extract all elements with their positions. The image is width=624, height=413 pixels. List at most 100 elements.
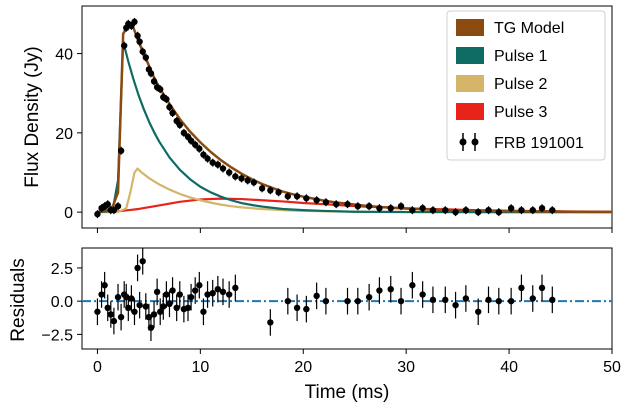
residual-point-22 bbox=[160, 293, 167, 320]
flux-point-40 bbox=[238, 174, 245, 183]
flux-point-12 bbox=[131, 17, 138, 26]
residuals-y-tick-label-2: 2.5 bbox=[51, 261, 73, 278]
residual-point-16 bbox=[142, 293, 150, 320]
residual-point-63 bbox=[529, 285, 536, 312]
flux-point-54 bbox=[365, 202, 373, 211]
residual-point-65 bbox=[549, 286, 556, 314]
legend-frame bbox=[446, 10, 606, 161]
residual-point-39 bbox=[232, 274, 239, 302]
legend-label-frb-191001: FRB 191001 bbox=[494, 135, 584, 152]
legend: TG Model Pulse 1 Pulse 2 Pulse 3 FRB 191… bbox=[446, 10, 606, 161]
residual-point-0 bbox=[94, 298, 101, 326]
residual-point-4 bbox=[107, 301, 115, 328]
flux-point-8 bbox=[120, 41, 128, 50]
residual-point-47 bbox=[354, 287, 362, 315]
residual-point-49 bbox=[376, 277, 383, 304]
x-tick-label-2: 20 bbox=[294, 359, 312, 376]
flux-point-24 bbox=[166, 103, 173, 112]
x-tick-label-4: 40 bbox=[500, 359, 518, 376]
residual-point-25 bbox=[169, 277, 176, 304]
residual-point-30 bbox=[187, 283, 195, 311]
residual-point-15 bbox=[139, 248, 146, 275]
flux-point-13 bbox=[134, 31, 141, 40]
flux-point-34 bbox=[204, 154, 211, 163]
flux-point-67 bbox=[507, 204, 515, 213]
residual-point-21 bbox=[157, 298, 164, 326]
residual-point-60 bbox=[495, 287, 502, 315]
flux-point-28 bbox=[180, 128, 188, 137]
residuals-y-ticks: −2.5 0.0 2.5 bbox=[41, 261, 82, 344]
residual-point-41 bbox=[284, 287, 292, 315]
flux-panel-frame bbox=[81, 5, 613, 229]
flux-point-70 bbox=[538, 204, 546, 213]
residual-point-57 bbox=[462, 285, 470, 312]
flux-point-71 bbox=[549, 206, 556, 215]
flux-point-3 bbox=[104, 200, 111, 209]
flux-point-43 bbox=[258, 184, 266, 193]
flux-point-19 bbox=[150, 77, 158, 86]
residual-point-6 bbox=[114, 283, 122, 311]
flux-y-tick-label-1: 20 bbox=[55, 126, 73, 143]
flux-point-55 bbox=[376, 204, 383, 213]
residual-point-24 bbox=[166, 290, 173, 318]
flux-point-41 bbox=[244, 176, 251, 185]
residual-point-56 bbox=[452, 291, 459, 319]
residual-point-31 bbox=[192, 277, 199, 304]
flux-point-42 bbox=[250, 178, 258, 187]
flux-point-69 bbox=[529, 206, 536, 215]
x-axis-label: Time (ms) bbox=[305, 382, 390, 403]
residual-point-32 bbox=[196, 271, 203, 299]
residual-point-35 bbox=[209, 279, 216, 307]
flux-point-30 bbox=[187, 136, 195, 145]
residual-point-42 bbox=[293, 294, 301, 322]
residual-point-43 bbox=[303, 295, 310, 323]
residual-point-53 bbox=[419, 281, 426, 308]
flux-point-0 bbox=[94, 210, 101, 219]
residuals-data-points bbox=[94, 248, 556, 342]
residual-point-2 bbox=[101, 271, 108, 299]
residual-point-40 bbox=[267, 309, 274, 336]
residual-point-54 bbox=[429, 286, 437, 314]
flux-point-58 bbox=[409, 206, 416, 215]
legend-label-pulse-3: Pulse 3 bbox=[494, 104, 547, 121]
residual-point-62 bbox=[518, 274, 525, 302]
residual-point-38 bbox=[225, 281, 233, 308]
residual-point-34 bbox=[204, 281, 211, 308]
residual-point-52 bbox=[409, 271, 416, 299]
residual-point-13 bbox=[134, 254, 141, 282]
legend-label-tg-model: TG Model bbox=[494, 20, 564, 37]
x-tick-label-5: 50 bbox=[603, 359, 621, 376]
flux-point-44 bbox=[267, 186, 274, 195]
curve-pulse-1 bbox=[97, 40, 612, 214]
residual-point-5 bbox=[110, 307, 118, 335]
flux-point-52 bbox=[344, 200, 351, 209]
flux-point-18 bbox=[147, 69, 155, 78]
flux-point-21 bbox=[157, 85, 164, 94]
flux-point-47 bbox=[293, 192, 301, 201]
flux-point-14 bbox=[136, 37, 143, 46]
flux-point-63 bbox=[462, 206, 470, 215]
residual-point-59 bbox=[485, 286, 492, 314]
residual-point-61 bbox=[507, 287, 515, 315]
legend-label-pulse-1: Pulse 1 bbox=[494, 48, 547, 65]
flux-point-60 bbox=[429, 206, 437, 215]
residual-point-11 bbox=[128, 285, 135, 312]
x-tick-label-1: 10 bbox=[191, 359, 209, 376]
residual-point-64 bbox=[538, 274, 546, 302]
flux-point-35 bbox=[209, 158, 216, 167]
residual-point-33 bbox=[200, 298, 207, 326]
residuals-panel-frame bbox=[81, 247, 613, 350]
residual-point-18 bbox=[147, 314, 155, 342]
residuals-panel: −2.5 0.0 2.5 0 10 20 30 40 50 Residuals Time (m… bbox=[8, 247, 621, 403]
residual-point-7 bbox=[117, 303, 125, 331]
flux-point-5 bbox=[110, 206, 118, 215]
flux-point-68 bbox=[518, 206, 525, 215]
flux-point-31 bbox=[192, 140, 199, 149]
flux-point-66 bbox=[495, 208, 502, 217]
flux-y-tick-label-2: 40 bbox=[55, 47, 73, 64]
x-tick-label-3: 30 bbox=[397, 359, 415, 376]
flux-point-7 bbox=[117, 146, 125, 155]
flux-point-64 bbox=[475, 208, 482, 217]
flux-point-36 bbox=[214, 160, 222, 169]
